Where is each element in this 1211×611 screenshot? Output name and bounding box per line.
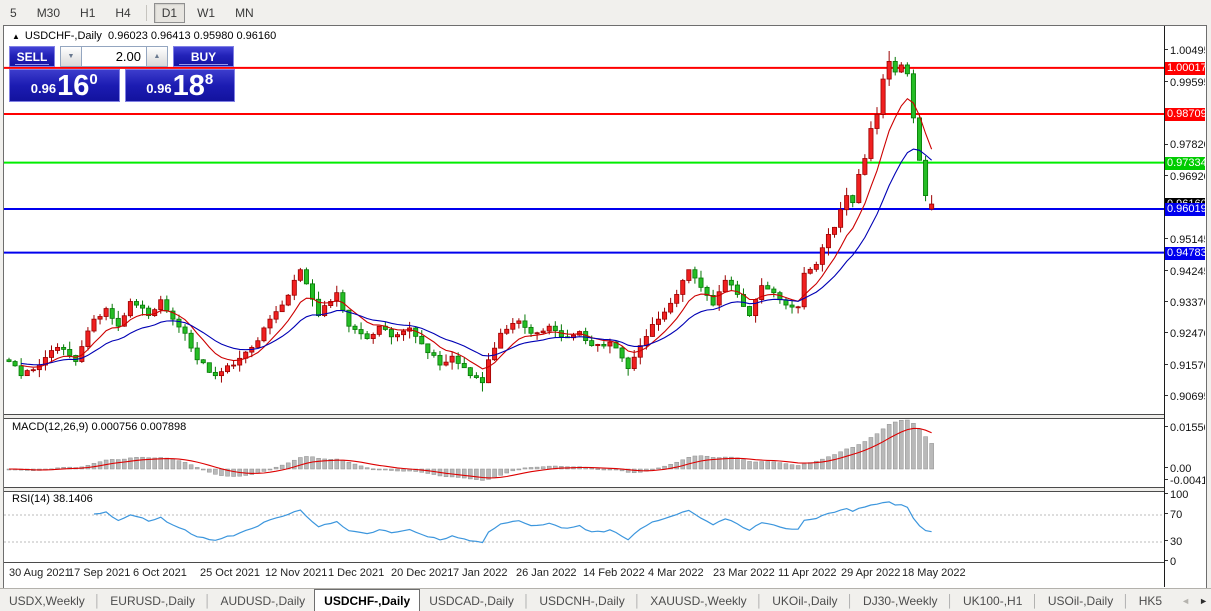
timeframe-toolbar: 5 M30 H1 H4 D1 W1 MN [0,0,1211,25]
price-axis-tick: 0.94245 [1165,266,1205,279]
price-level-badge: 0.98709 [1165,108,1205,122]
volume-increase-button[interactable]: ▲ [146,46,168,67]
chart-tab-usdcnh-daily[interactable]: USDCNH-,Daily [539,593,625,608]
timeframe-button-H1[interactable]: H1 [80,5,96,20]
chart-tab-ukoil-daily[interactable]: UKOil-,Daily [772,593,838,608]
buy-price-base: 0.96 [146,81,172,96]
date-axis-label: 17 Sep 2021 [68,567,131,579]
date-axis-label: 23 Mar 2022 [713,567,775,579]
chart-tab-dj30-weekly[interactable]: DJ30-,Weekly [863,593,938,608]
date-axis-label: 20 Dec 2021 [391,567,454,579]
tab-scroll-arrows: ◄ ► [1175,589,1208,611]
chart-tab-bar: USDX,Weekly │ EURUSD-,Daily │ AUDUSD-,Daily U… [0,588,1211,611]
date-axis-label: 25 Oct 2021 [200,567,260,579]
timeframe-button-M30[interactable]: M30 [36,5,61,20]
date-axis-label: 4 Mar 2022 [648,567,704,579]
macd-axis-tick: -0.004118 [1165,475,1205,488]
rsi-axis-tick: 100 [1165,489,1188,502]
price-axis-tick: 0.99595 [1165,77,1205,90]
tab-separator: │ [946,593,955,608]
timeframe-button-H4[interactable]: H4 [115,5,131,20]
date-axis-label: 7 Jan 2022 [453,567,508,579]
volume-decrease-button[interactable]: ▼ [60,46,82,67]
collapse-panel-icon[interactable]: ▲ [12,32,20,41]
buy-price-sup: 8 [204,71,214,88]
sell-price-sup: 0 [89,71,98,88]
rsi-axis-tick: 30 [1165,536,1182,549]
rsi-axis-tick: 70 [1165,509,1182,522]
tab-separator: │ [755,593,764,608]
date-axis-label: 12 Nov 2021 [265,567,328,579]
pane-separator-macd[interactable] [4,414,1204,419]
rsi-label: RSI(14) 38.1406 [12,493,93,505]
date-axis-label: 26 Jan 2022 [516,567,577,579]
price-level-badge: 0.97334 [1165,156,1205,170]
ohlc-quote: 0.96023 0.96413 0.95980 0.96160 [108,30,277,42]
price-level-badge: 1.00017 [1165,61,1205,75]
date-axis-label: 18 May 2022 [902,567,966,579]
buy-button[interactable]: BUY [173,46,234,67]
rsi-axis-tick: 0 [1165,556,1176,569]
chart-tab-usdcad-daily[interactable]: USDCAD-,Daily [429,593,514,608]
macd-label: MACD(12,26,9) 0.000756 0.007898 [12,421,187,433]
tab-separator: │ [1122,593,1130,608]
chart-tab-usoil-daily[interactable]: USOil-,Daily [1047,593,1114,608]
chart-tab-usdchf-daily[interactable]: USDCHF-,Daily [314,588,421,611]
chart-tab-usdx-weekly[interactable]: USDX,Weekly [9,593,85,608]
price-chart-canvas[interactable] [4,26,1164,587]
chart-tab-eurusd-daily[interactable]: EURUSD-,Daily [110,593,195,608]
price-axis-tick: 0.90695 [1165,391,1205,404]
buy-price-big: 18 [172,70,205,102]
tab-scroll-right-icon[interactable]: ► [1199,595,1208,606]
tab-separator: │ [846,593,855,608]
price-axis-tick: 0.95145 [1165,234,1205,247]
macd-axis-tick: 0.015504 [1165,422,1205,435]
volume-input[interactable] [82,46,146,67]
sell-button[interactable]: SELL [9,46,55,67]
timeframe-button-5[interactable]: 5 [10,5,17,20]
chart-tab-xauusd-weekly[interactable]: XAUUSD-,Weekly [650,593,747,608]
buy-price-display[interactable]: 0.96 18 8 [124,69,235,102]
macd-axis-tick: 0.00 [1165,463,1191,476]
date-axis-label: 11 Apr 2022 [778,567,837,579]
chart-symbol-header: ▲ USDCHF-,Daily 0.96023 0.96413 0.95980 0… [12,30,276,42]
pane-separator-rsi[interactable] [4,487,1204,492]
chart-tab-audusd-daily[interactable]: AUDUSD-,Daily [220,593,306,608]
date-axis-label: 14 Feb 2022 [583,567,645,579]
pane-separator-dates [4,562,1204,563]
sell-price-display[interactable]: 0.96 16 0 [9,69,120,102]
price-axis-tick: 1.00495 [1165,45,1205,58]
toolbar-separator [145,4,147,21]
tab-scroll-left-icon[interactable]: ◄ [1181,595,1191,606]
date-axis-label: 1 Dec 2021 [328,567,385,579]
timeframe-button-D1[interactable]: D1 [153,2,186,23]
one-click-trade-panel: SELL ▼ ▲ BUY 0.96 16 0 0.96 18 8 [9,46,235,102]
price-level-badge: 0.96019 [1165,203,1205,217]
date-axis-label: 30 Aug 2021 [9,567,71,579]
price-level-badge: 0.94783 [1165,246,1205,260]
tab-separator: │ [1031,593,1039,608]
tab-separator: │ [93,593,102,608]
date-axis-label: 6 Oct 2021 [133,567,187,579]
chart-tab-hk5[interactable]: HK5 [1138,593,1163,608]
volume-stepper: ▼ ▲ [60,46,168,67]
tab-separator: │ [633,593,642,608]
symbol-name: USDCHF-,Daily [24,30,102,42]
timeframe-button-MN[interactable]: MN [235,5,254,20]
sell-price-base: 0.96 [30,81,57,96]
sell-price-big: 16 [57,70,90,102]
tab-separator: │ [203,593,212,608]
timeframe-button-W1[interactable]: W1 [197,5,216,20]
chart-tab-uk100-h1[interactable]: UK100-,H1 [963,593,1023,608]
date-axis-label: 29 Apr 2022 [841,567,901,579]
tab-separator: │ [522,593,531,608]
